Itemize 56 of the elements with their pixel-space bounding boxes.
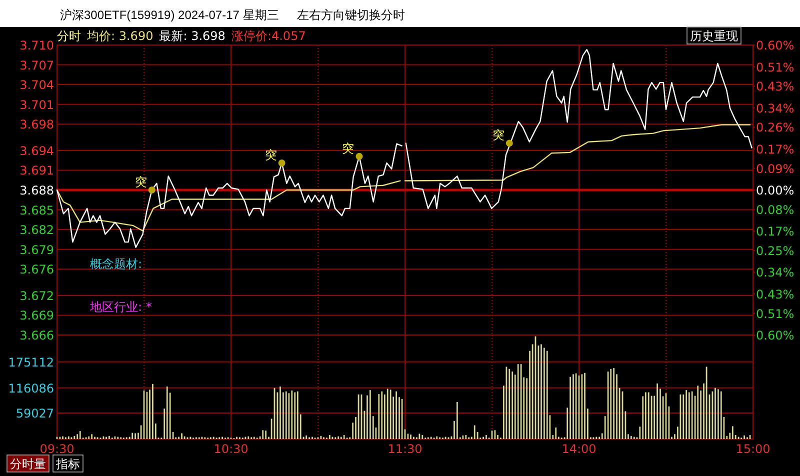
y-tick-label: 116086 bbox=[8, 381, 54, 396]
y-tick-label: 3.707 bbox=[20, 58, 54, 72]
point bbox=[356, 152, 363, 160]
text: 0.25% bbox=[756, 244, 794, 258]
text: 0.51% bbox=[756, 60, 794, 74]
y-tick-label: 3.704 bbox=[20, 78, 54, 92]
x-tick-label: 11:30 bbox=[388, 442, 422, 456]
y-tick-label: 3.701 bbox=[20, 98, 54, 112]
text: 0.60% bbox=[756, 328, 794, 342]
y-tick-label: 3.676 bbox=[20, 262, 54, 277]
y-tick-label: 3.694 bbox=[20, 144, 54, 158]
text: 分时 bbox=[57, 29, 81, 43]
annotation: 地区行业: * bbox=[89, 300, 152, 314]
text: 指标 bbox=[55, 457, 80, 471]
point bbox=[148, 186, 156, 194]
y-tick-label: 3.679 bbox=[20, 242, 54, 257]
y-tick-label: 3.710 bbox=[20, 38, 54, 52]
text: 0.60% bbox=[756, 38, 794, 52]
line-series bbox=[56, 143, 402, 248]
y-tick-label: 3.698 bbox=[20, 118, 54, 132]
y-tick-label: 3.685 bbox=[20, 203, 54, 218]
y-tick-label: 3.666 bbox=[20, 328, 54, 342]
x-tick-label: 14:00 bbox=[562, 442, 596, 456]
chart-subtitle: 左右方向键切换分时 bbox=[296, 8, 405, 22]
x-tick-label: 09:30 bbox=[40, 442, 74, 456]
text: 涨停价:4.057 bbox=[231, 29, 306, 43]
y-tick-label: 3.682 bbox=[20, 223, 54, 238]
y-tick-label: 59027 bbox=[16, 406, 54, 420]
text: 0.34% bbox=[756, 101, 794, 116]
y-tick-label: 3.669 bbox=[20, 308, 54, 323]
y-tick-label: 175112 bbox=[8, 355, 54, 370]
text: 0.09% bbox=[756, 162, 794, 176]
text: 0.00% bbox=[756, 184, 794, 198]
annotation: 突 bbox=[264, 148, 277, 162]
annotation: 突 bbox=[134, 175, 147, 189]
y-tick-label: 3.691 bbox=[20, 164, 54, 178]
text: 0.51% bbox=[756, 306, 794, 321]
text: 0.17% bbox=[756, 224, 794, 239]
x-tick-label: 10:30 bbox=[214, 442, 248, 456]
text: 历史重现 bbox=[690, 29, 738, 43]
annotation: 概念题材: bbox=[90, 257, 142, 271]
text: 0.26% bbox=[756, 120, 794, 135]
chart-title: 沪深300ETF(159919) 2024-07-17 星期三 bbox=[60, 8, 279, 22]
y-tick-label: 3.688 bbox=[20, 184, 54, 198]
text: 最新: 3.698 bbox=[159, 29, 226, 43]
text: 0.08% bbox=[756, 202, 794, 217]
y-tick-label: 3.672 bbox=[20, 288, 54, 303]
text: 0.43% bbox=[756, 80, 794, 94]
text: 0.17% bbox=[756, 142, 794, 156]
x-tick-label: 15:00 bbox=[736, 442, 770, 456]
text: 分时量 bbox=[10, 457, 46, 471]
text: 0.34% bbox=[756, 266, 794, 280]
text: 0.43% bbox=[756, 287, 794, 302]
annotation: 突 bbox=[492, 128, 504, 142]
text: 均价: 3.690 bbox=[86, 29, 154, 43]
point bbox=[278, 159, 286, 166]
